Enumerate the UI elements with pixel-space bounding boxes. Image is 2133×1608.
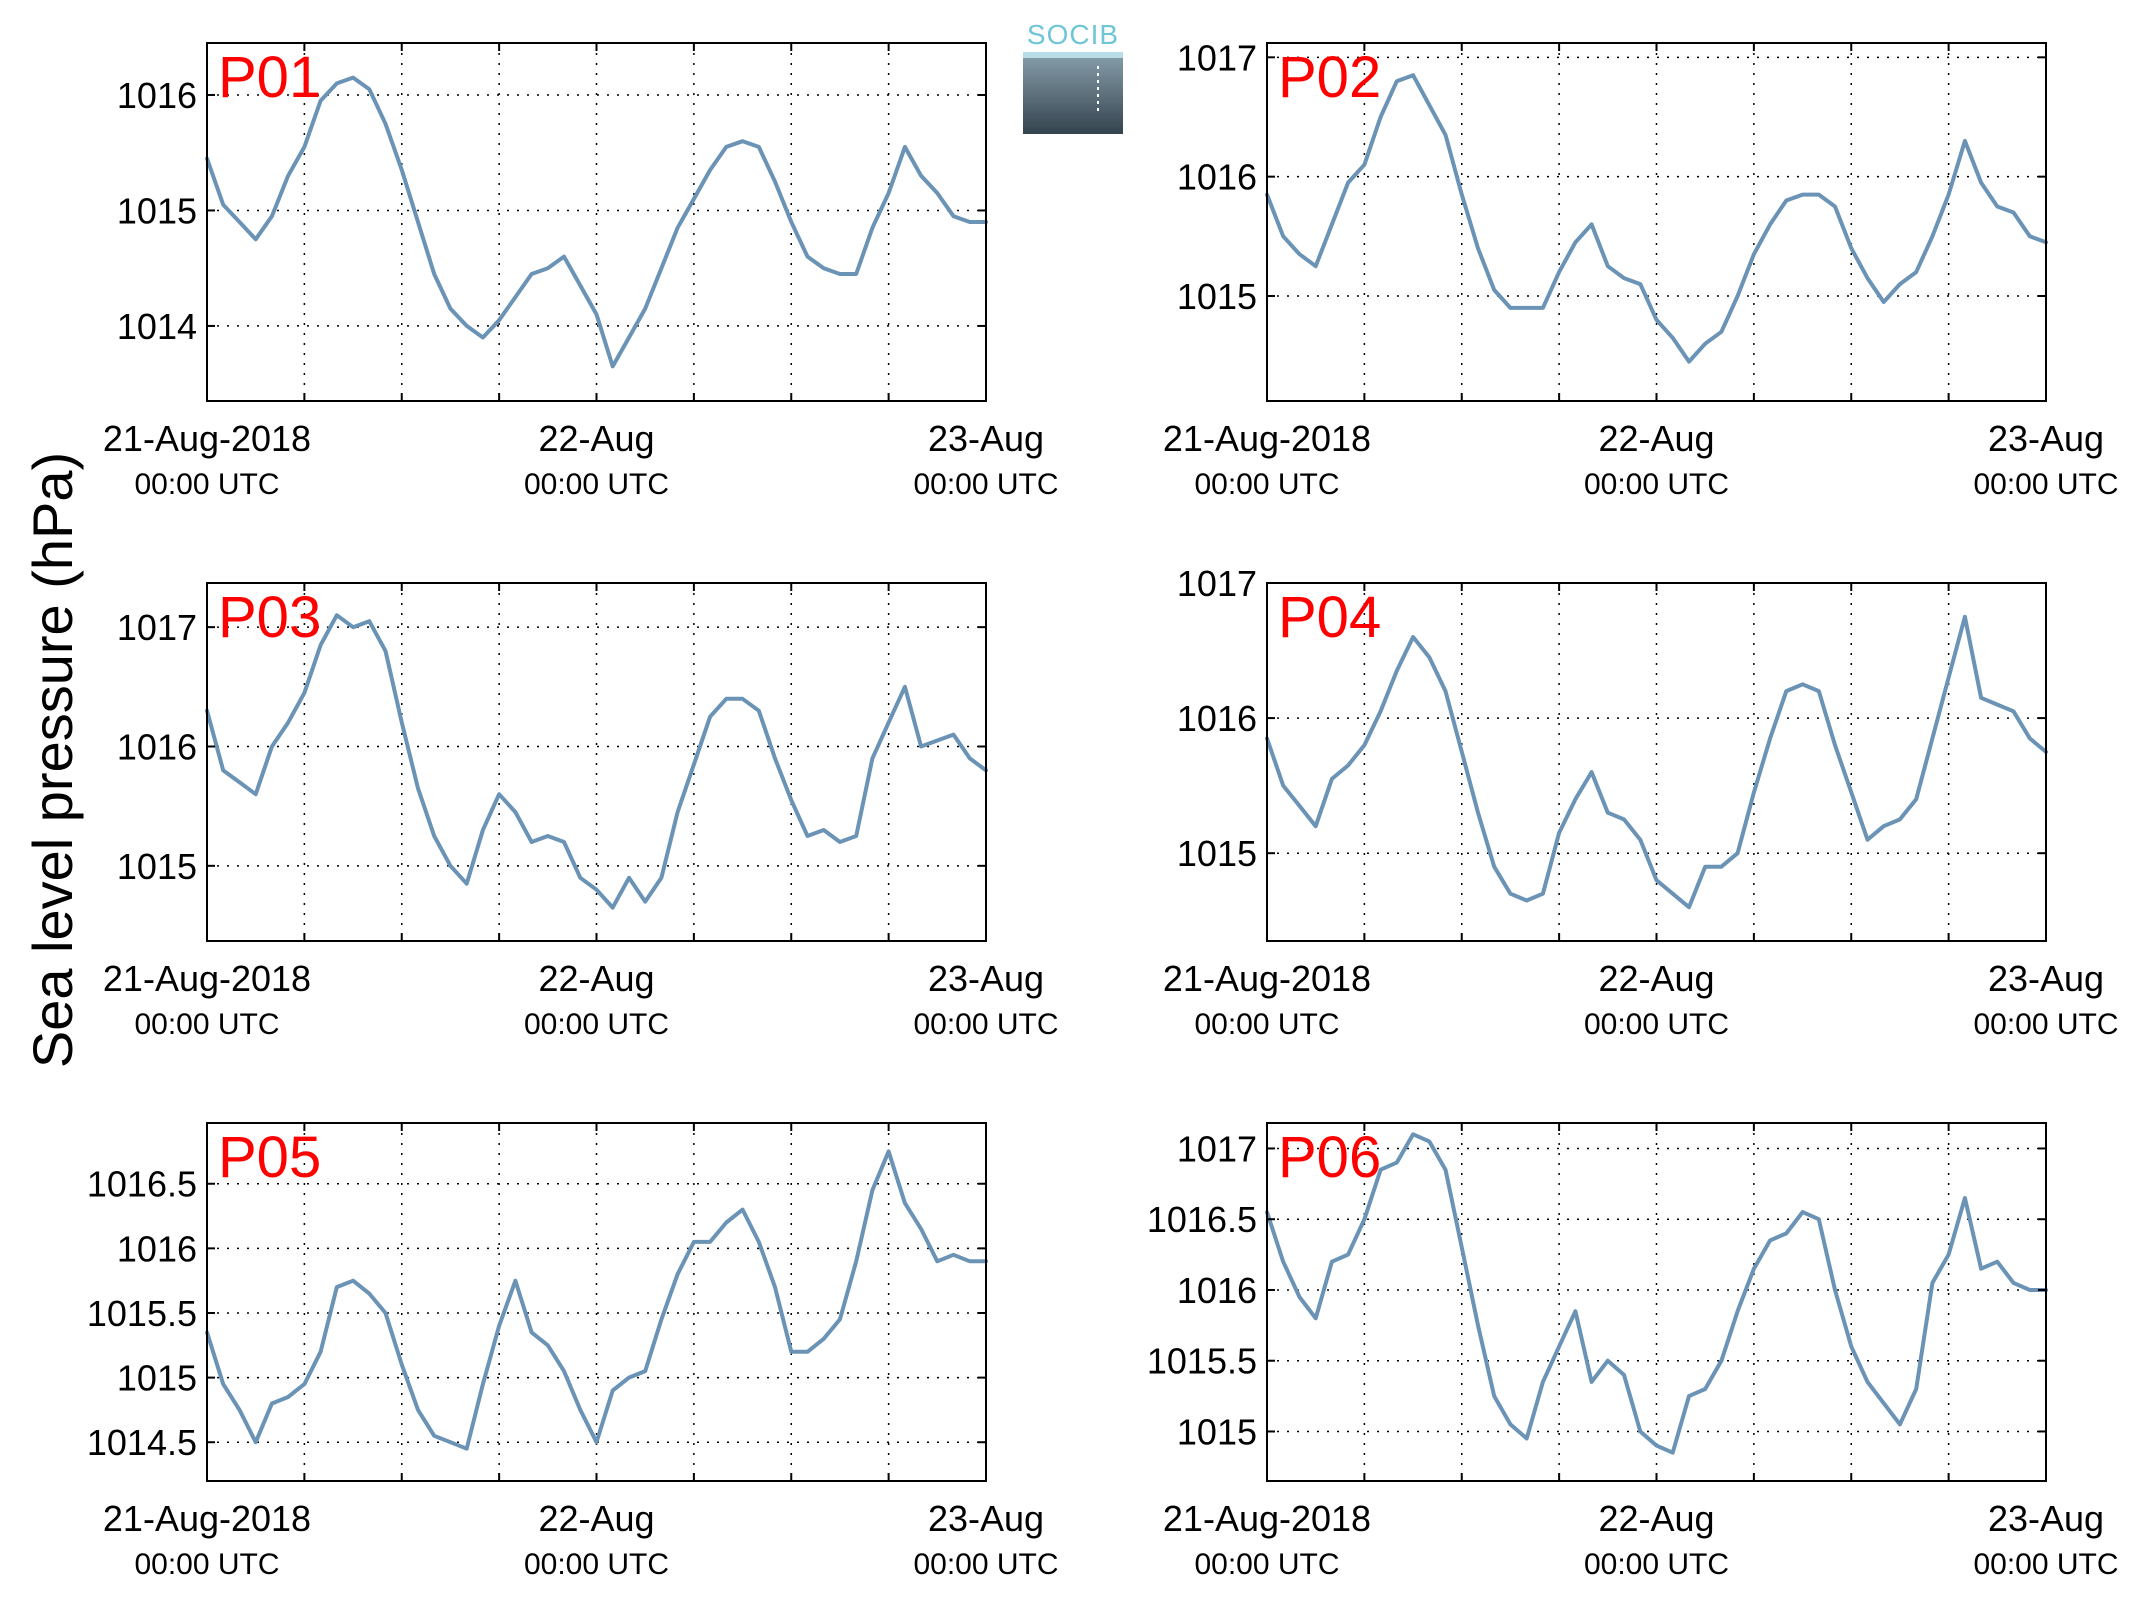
x-tick-label: 23-Aug	[928, 958, 1044, 999]
y-tick-label: 1016	[117, 726, 197, 767]
y-tick-label: 1016	[1177, 698, 1257, 739]
panel-title: P02	[1278, 45, 1381, 110]
data-line-p06	[1265, 1132, 2048, 1455]
x-tick-label: 22-Aug	[538, 418, 654, 459]
x-tick-label: 22-Aug	[1598, 418, 1714, 459]
x-tick-sublabel: 00:00 UTC	[1973, 1548, 2118, 1581]
data-line-p05	[205, 1149, 988, 1451]
x-tick-label: 22-Aug	[538, 1498, 654, 1539]
panel-title: P03	[218, 585, 321, 650]
data-line-p03	[205, 613, 988, 910]
x-tick-sublabel: 00:00 UTC	[524, 1008, 669, 1041]
x-tick-sublabel: 00:00 UTC	[1194, 1008, 1339, 1041]
y-tick-label: 1015	[117, 846, 197, 887]
y-tick-label: 1016.5	[1147, 1199, 1257, 1240]
y-tick-label: 1016	[1177, 157, 1257, 198]
panel-p06: 1015 1015.5 1016 1016.5 1017 21-Aug-2018 00:00…	[1147, 1122, 2119, 1581]
logo-block	[1023, 52, 1123, 134]
y-tick-label: 1017	[1177, 37, 1257, 78]
figure-y-axis-label: Sea level pressure (hPa)	[21, 452, 84, 1068]
x-tick-sublabel: 00:00 UTC	[1584, 468, 1729, 501]
x-tick-sublabel: 00:00 UTC	[1584, 1008, 1729, 1041]
panel-p04: 1015 1016 1017 21-Aug-2018 00:00 UTC 22-Aug 00…	[1163, 563, 2119, 1041]
y-tick-label: 1016	[117, 75, 197, 116]
x-tick-label: 21-Aug-2018	[103, 418, 311, 459]
y-tick-label: 1015.5	[87, 1293, 197, 1334]
x-tick-label: 21-Aug-2018	[1163, 418, 1371, 459]
panel-title: P05	[218, 1125, 321, 1190]
data-line-p04	[1265, 614, 2048, 910]
y-tick-label: 1016	[117, 1228, 197, 1269]
panel-title: P06	[1278, 1125, 1381, 1190]
panel-title: P01	[218, 45, 321, 110]
socib-logo: SOCIB	[1023, 19, 1123, 134]
x-tick-sublabel: 00:00 UTC	[1973, 468, 2118, 501]
x-tick-label: 23-Aug	[1988, 1498, 2104, 1539]
x-tick-label: 21-Aug-2018	[1163, 1498, 1371, 1539]
x-tick-sublabel: 00:00 UTC	[1194, 468, 1339, 501]
y-tick-label: 1015	[1177, 833, 1257, 874]
logo-wave	[1023, 52, 1123, 58]
panel-p03: 1015 1016 1017 21-Aug-2018 00:00 UTC 22-Aug 00…	[103, 582, 1059, 1041]
y-tick-label: 1016	[1177, 1270, 1257, 1311]
panel-p02: 1015 1016 1017 21-Aug-2018 00:00 UTC 22-Aug 00…	[1163, 37, 2119, 501]
y-tick-label: 1017	[1177, 1128, 1257, 1169]
x-tick-sublabel: 00:00 UTC	[524, 1548, 669, 1581]
y-tick-label: 1014	[117, 306, 197, 347]
x-tick-sublabel: 00:00 UTC	[1194, 1548, 1339, 1581]
x-tick-sublabel: 00:00 UTC	[1584, 1548, 1729, 1581]
x-tick-label: 21-Aug-2018	[103, 1498, 311, 1539]
panels: 1014 1015 1016 21-Aug-2018 00:00 UTC 22-Aug 00…	[87, 37, 2119, 1581]
x-tick-sublabel: 00:00 UTC	[524, 468, 669, 501]
y-tick-label: 1015	[1177, 276, 1257, 317]
x-tick-label: 23-Aug	[1988, 418, 2104, 459]
x-tick-label: 22-Aug	[1598, 958, 1714, 999]
logo-text: SOCIB	[1027, 19, 1119, 50]
panel-p01: 1014 1015 1016 21-Aug-2018 00:00 UTC 22-Aug 00…	[103, 42, 1059, 501]
y-tick-label: 1016.5	[87, 1164, 197, 1205]
data-line-p01	[205, 75, 988, 369]
x-tick-label: 23-Aug	[928, 418, 1044, 459]
x-tick-sublabel: 00:00 UTC	[913, 468, 1058, 501]
x-tick-sublabel: 00:00 UTC	[134, 1008, 279, 1041]
x-tick-label: 22-Aug	[1598, 1498, 1714, 1539]
x-tick-label: 23-Aug	[1988, 958, 2104, 999]
y-tick-label: 1015	[117, 1358, 197, 1399]
y-tick-label: 1017	[1177, 563, 1257, 604]
y-tick-label: 1015	[117, 190, 197, 231]
y-tick-label: 1015.5	[1147, 1341, 1257, 1382]
panel-p05: 1014.5 1015 1015.5 1016 1016.5 21-Aug-2018 00:…	[87, 1122, 1059, 1581]
x-tick-sublabel: 00:00 UTC	[913, 1548, 1058, 1581]
data-line-p02	[1265, 73, 2048, 364]
x-tick-sublabel: 00:00 UTC	[913, 1008, 1058, 1041]
x-tick-label: 21-Aug-2018	[1163, 958, 1371, 999]
x-tick-label: 23-Aug	[928, 1498, 1044, 1539]
y-tick-label: 1014.5	[87, 1422, 197, 1463]
y-tick-label: 1015	[1177, 1411, 1257, 1452]
x-tick-sublabel: 00:00 UTC	[134, 1548, 279, 1581]
panel-title: P04	[1278, 585, 1381, 650]
x-tick-sublabel: 00:00 UTC	[1973, 1008, 2118, 1041]
x-tick-sublabel: 00:00 UTC	[134, 468, 279, 501]
y-tick-label: 1017	[117, 607, 197, 648]
x-tick-label: 21-Aug-2018	[103, 958, 311, 999]
x-tick-label: 22-Aug	[538, 958, 654, 999]
